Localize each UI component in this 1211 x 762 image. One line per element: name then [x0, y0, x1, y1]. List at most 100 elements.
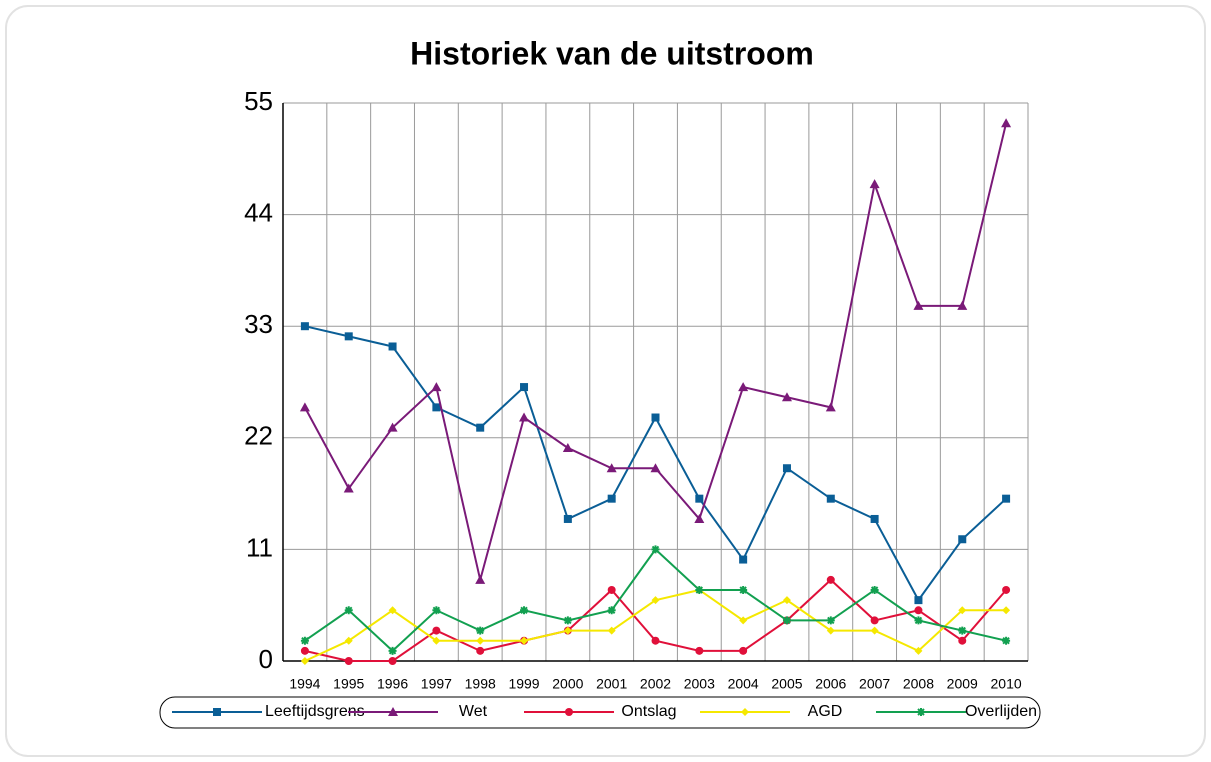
point [1001, 118, 1012, 128]
point [300, 657, 309, 665]
y-tick-label: 0 [259, 644, 273, 674]
legend-label: Ontslag [621, 703, 676, 720]
point [344, 657, 353, 665]
point [958, 535, 967, 544]
point [300, 322, 309, 331]
legend-marker [388, 707, 398, 716]
point [607, 606, 616, 615]
point [388, 646, 397, 655]
point [914, 606, 923, 615]
x-tick-label: 2000 [552, 676, 583, 692]
point [695, 646, 704, 655]
point [563, 626, 572, 635]
point [651, 596, 660, 605]
point [826, 616, 835, 625]
point [739, 616, 748, 625]
point [826, 575, 835, 584]
point [958, 606, 967, 615]
point [476, 423, 485, 432]
point [870, 514, 879, 523]
legend-marker [565, 708, 573, 716]
point [344, 606, 353, 615]
point [739, 585, 748, 594]
point [869, 179, 880, 189]
point [299, 402, 310, 412]
legend-marker [213, 708, 221, 716]
point [520, 606, 529, 615]
point [606, 463, 617, 473]
y-tick-label: 44 [244, 197, 273, 227]
point [432, 606, 441, 615]
point [650, 463, 661, 473]
point [914, 616, 923, 625]
point [388, 657, 397, 665]
point [476, 636, 485, 645]
point [782, 616, 791, 625]
x-tick-label: 2005 [771, 676, 802, 692]
x-tick-label: 1995 [333, 676, 364, 692]
legend-label: AGD [808, 703, 843, 720]
point [432, 636, 441, 645]
legend-marker [741, 708, 749, 716]
point [344, 636, 353, 645]
point [826, 494, 835, 503]
legend-label: Overlijden [965, 703, 1037, 720]
point [826, 626, 835, 635]
point [607, 626, 616, 635]
point [958, 636, 967, 645]
x-tick-label: 2007 [859, 676, 890, 692]
chart-title: Historiek van de uitstroom [410, 35, 814, 71]
y-tick-label: 33 [244, 309, 273, 339]
point [782, 596, 791, 605]
point [913, 300, 924, 310]
point [476, 626, 485, 635]
point [300, 636, 309, 645]
point [870, 585, 879, 594]
point [739, 646, 748, 655]
point [782, 464, 791, 473]
x-tick-label: 1994 [289, 676, 320, 692]
point [563, 514, 572, 523]
point [651, 545, 660, 554]
x-tick-label: 2001 [596, 676, 627, 692]
point [1002, 636, 1011, 645]
point [431, 382, 442, 392]
point [388, 606, 397, 615]
legend-label: Wet [459, 703, 488, 720]
x-tick-label: 2003 [684, 676, 715, 692]
point [694, 513, 705, 523]
x-tick-label: 2004 [728, 676, 759, 692]
point [958, 626, 967, 635]
point [1002, 585, 1011, 594]
x-tick-label: 1999 [508, 676, 539, 692]
point [520, 383, 529, 392]
y-tick-label: 11 [246, 532, 273, 562]
point [563, 616, 572, 625]
point [1002, 606, 1011, 615]
x-tick-label: 2002 [640, 676, 671, 692]
legend-label: Leeftijdsgrens [265, 703, 365, 720]
point [1002, 494, 1011, 503]
point [825, 402, 836, 412]
point [388, 342, 397, 351]
point [607, 585, 616, 594]
point [432, 403, 441, 412]
point [914, 596, 923, 605]
x-tick-label: 2009 [947, 676, 978, 692]
x-tick-label: 2006 [815, 676, 846, 692]
point [651, 413, 660, 422]
point [738, 382, 749, 392]
point [870, 616, 879, 625]
point [520, 636, 529, 645]
x-tick-label: 1996 [377, 676, 408, 692]
x-tick-label: 1997 [421, 676, 452, 692]
point [739, 555, 748, 564]
point [870, 626, 879, 635]
x-tick-label: 1998 [465, 676, 496, 692]
point [607, 494, 616, 503]
x-tick-label: 2010 [991, 676, 1022, 692]
y-tick-label: 22 [244, 421, 273, 451]
point [914, 646, 923, 655]
point [957, 300, 968, 310]
